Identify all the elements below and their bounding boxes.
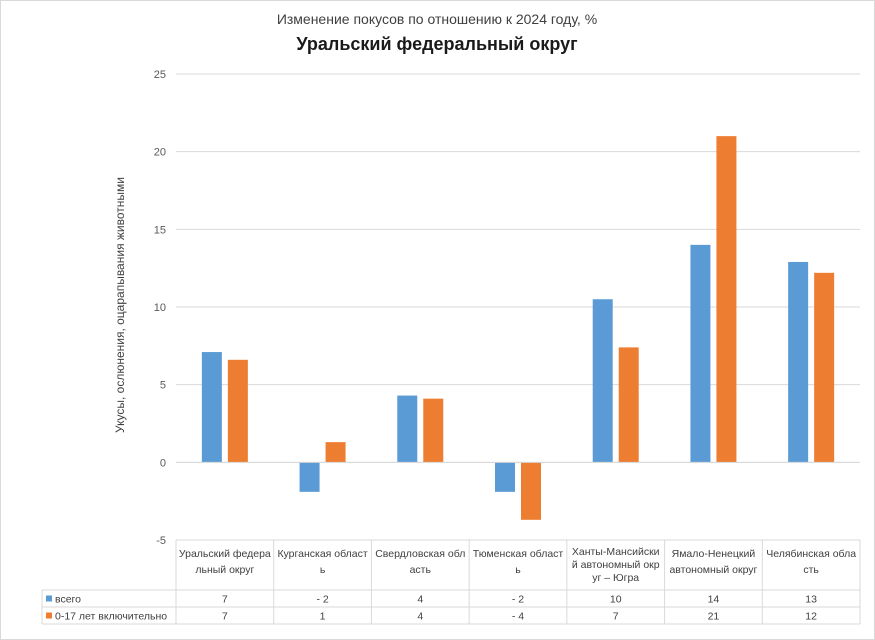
bar-vsego-1 (299, 462, 320, 492)
y-axis-label: Укусы, ослюнения, оцарапывания животными (113, 177, 127, 433)
legend-swatch (46, 595, 52, 602)
data-value: - 4 (512, 611, 524, 623)
data-value: 7 (222, 611, 228, 623)
data-value: 12 (805, 611, 817, 623)
data-value: 21 (708, 611, 720, 623)
y-tick-label: 20 (154, 147, 166, 159)
data-value: 10 (610, 594, 622, 606)
category-label: сть (803, 564, 819, 576)
bar-age-0-17-1 (325, 442, 346, 463)
bar-vsego-0 (201, 352, 222, 463)
bar-age-0-17-5 (716, 136, 737, 463)
y-tick-label: 0 (160, 457, 166, 469)
category-label: й автономный окр (572, 559, 660, 571)
data-value: 7 (222, 594, 228, 606)
category-label: Челябинская обла (766, 548, 856, 560)
y-tick-label: 5 (160, 380, 166, 392)
chart-subtitle: Изменение покусов по отношению к 2024 го… (277, 11, 597, 27)
category-label: льный округ (195, 564, 254, 576)
bar-vsego-4 (592, 299, 613, 463)
bar-vsego-5 (690, 244, 711, 463)
y-tick-label: 25 (154, 69, 166, 81)
y-tick-label: -5 (156, 535, 166, 547)
bar-vsego-6 (788, 261, 809, 463)
category-label: Ханты-Мансийски (572, 546, 660, 558)
chart-title: Уральский федеральный округ (296, 34, 578, 54)
data-value: - 2 (512, 594, 524, 606)
data-value: 13 (805, 594, 817, 606)
data-value: 1 (320, 611, 326, 623)
legend-label: 0-17 лет включительно (55, 611, 167, 623)
bar-vsego-2 (397, 395, 418, 463)
bar-age-0-17-0 (227, 359, 248, 463)
category-label: Уральский федера (179, 548, 271, 560)
data-value: 14 (708, 594, 720, 606)
category-label: ь (515, 564, 521, 576)
data-value: 4 (417, 611, 423, 623)
bar-age-0-17-6 (814, 272, 835, 463)
data-value: - 2 (316, 594, 328, 606)
category-label: асть (410, 564, 432, 576)
bar-age-0-17-2 (423, 398, 444, 463)
category-label: ь (320, 564, 326, 576)
category-label: Свердловская обл (375, 548, 465, 560)
category-label: Курганская област (277, 548, 367, 560)
category-label: уг – Югра (592, 572, 639, 584)
category-label: Ямало-Ненецкий (672, 548, 756, 560)
data-value: 4 (417, 594, 423, 606)
bar-age-0-17-3 (521, 462, 541, 520)
bars (176, 136, 860, 520)
category-label: автономный округ (669, 564, 757, 576)
data-table: Уральский федера льный округ Курганская об… (41, 539, 861, 625)
bar-age-0-17-4 (618, 347, 639, 463)
category-label: Тюменская област (473, 548, 564, 560)
legend-swatch (46, 612, 52, 619)
legend-label: всего (55, 594, 81, 606)
bar-vsego-3 (495, 462, 515, 492)
y-tick-label: 15 (154, 224, 166, 236)
data-value: 7 (613, 611, 619, 623)
y-tick-label: 10 (154, 302, 166, 314)
